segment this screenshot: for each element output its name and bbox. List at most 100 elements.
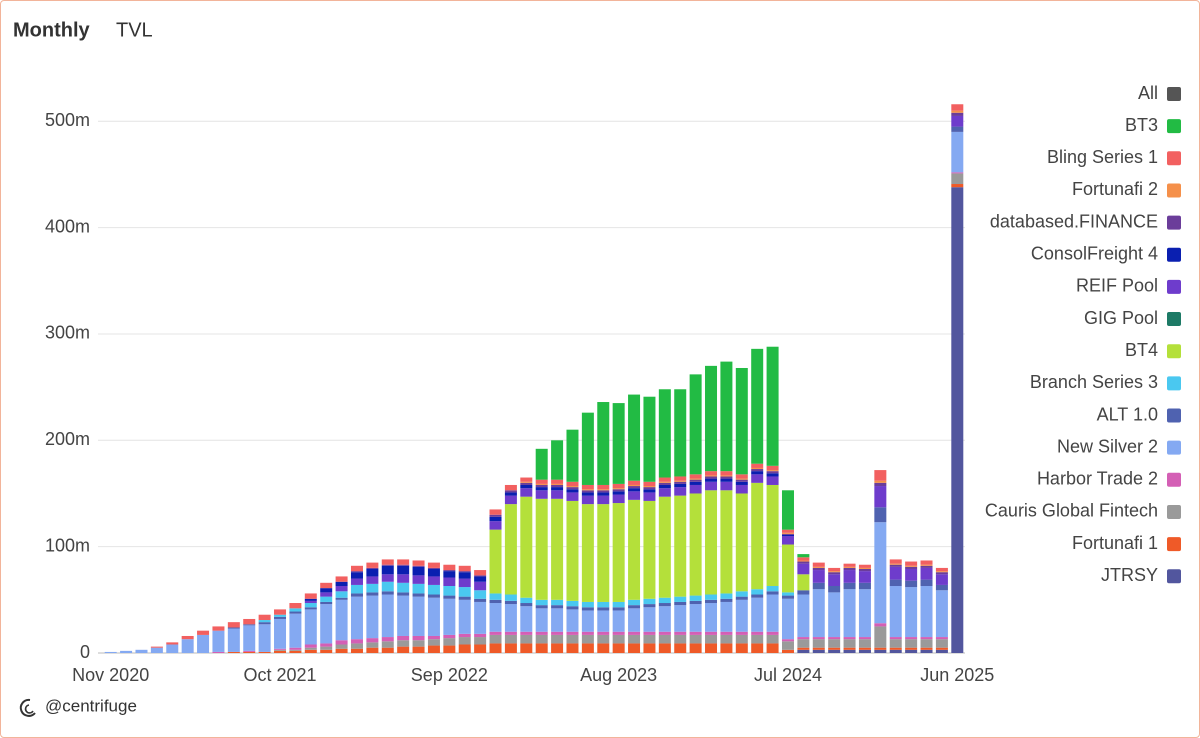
- bar-segment: [458, 587, 471, 597]
- legend-label[interactable]: All: [1138, 83, 1158, 103]
- legend-label[interactable]: Branch Series 3: [1030, 372, 1158, 392]
- bar-segment: [566, 486, 579, 488]
- bar-segment: [274, 648, 287, 650]
- bar-segment: [304, 598, 317, 601]
- bar-segment: [781, 598, 794, 640]
- bar-segment: [735, 643, 748, 653]
- legend-swatch[interactable]: [1167, 376, 1181, 391]
- legend-label[interactable]: REIF Pool: [1076, 276, 1158, 296]
- bar-segment: [412, 635, 425, 641]
- bar-segment: [951, 112, 964, 116]
- legend-swatch[interactable]: [1167, 472, 1181, 487]
- bar-segment: [551, 605, 564, 609]
- legend-swatch[interactable]: [1167, 537, 1181, 552]
- bar-segment: [581, 492, 594, 496]
- bar-segment: [597, 490, 610, 493]
- bar-segment: [504, 600, 517, 605]
- legend-swatch[interactable]: [1167, 119, 1181, 134]
- bar-segment: [874, 647, 887, 650]
- bar-segment: [458, 637, 471, 645]
- legend-label[interactable]: BT3: [1125, 115, 1158, 135]
- bar-segment: [535, 490, 548, 499]
- legend-label[interactable]: databased.FINANCE: [990, 211, 1158, 231]
- bar-segment: [720, 476, 733, 479]
- legend-label[interactable]: Bling Series 1: [1047, 147, 1158, 167]
- bar-segment: [443, 586, 456, 596]
- legend-label[interactable]: Fortunafi 1: [1072, 533, 1158, 553]
- bar-segment: [227, 628, 240, 652]
- bar-segment: [720, 478, 733, 482]
- legend-label[interactable]: JTRSY: [1101, 565, 1158, 585]
- bar-segment: [535, 599, 548, 606]
- bar-segment: [951, 173, 964, 185]
- legend-label[interactable]: BT4: [1125, 340, 1158, 360]
- legend-label[interactable]: Cauris Global Fintech: [985, 501, 1158, 521]
- bar-segment: [489, 509, 502, 515]
- bar-segment: [566, 634, 579, 644]
- bar-segment: [520, 481, 533, 483]
- bar-segment: [412, 560, 425, 566]
- bar-segment: [658, 496, 671, 598]
- bar-segment: [289, 611, 302, 614]
- bar-segment: [735, 493, 748, 592]
- legend-swatch[interactable]: [1167, 183, 1181, 198]
- bar-segment: [735, 596, 748, 600]
- legend-label[interactable]: ALT 1.0: [1097, 404, 1158, 424]
- tab-tvl[interactable]: TVL: [116, 19, 153, 41]
- bar-segment: [658, 631, 671, 635]
- bar-segment: [335, 640, 348, 645]
- legend-swatch[interactable]: [1167, 215, 1181, 230]
- x-tick-label: Jul 2024: [754, 665, 822, 685]
- legend-label[interactable]: Fortunafi 2: [1072, 179, 1158, 199]
- bar-segment: [628, 484, 641, 487]
- legend-swatch[interactable]: [1167, 87, 1181, 101]
- legend-swatch[interactable]: [1167, 504, 1181, 519]
- bar-segment: [535, 487, 548, 491]
- legend-swatch[interactable]: [1167, 569, 1181, 584]
- bar-segment: [612, 483, 625, 489]
- legend-swatch[interactable]: [1167, 312, 1181, 327]
- bar-segment: [658, 606, 671, 632]
- bar-segment: [535, 605, 548, 609]
- bar-segment: [920, 579, 933, 587]
- legend-swatch[interactable]: [1167, 279, 1181, 294]
- legend-swatch[interactable]: [1167, 247, 1181, 262]
- legend-swatch[interactable]: [1167, 151, 1181, 166]
- bar-segment: [412, 593, 425, 597]
- bar-segment: [828, 572, 841, 575]
- bar-segment: [581, 643, 594, 653]
- bar-segment: [858, 564, 871, 568]
- bar-segment: [597, 610, 610, 632]
- legend-swatch[interactable]: [1167, 344, 1181, 359]
- bar-segment: [889, 563, 902, 565]
- bar-segment: [366, 567, 379, 569]
- bar-segment: [674, 480, 687, 482]
- bar-segment: [812, 570, 825, 583]
- legend-label[interactable]: New Silver 2: [1057, 436, 1158, 456]
- bar-segment: [551, 484, 564, 488]
- bar-segment: [797, 560, 810, 562]
- bar-segment: [597, 489, 610, 491]
- tab-monthly[interactable]: Monthly: [13, 19, 91, 41]
- bar-segment: [397, 592, 410, 596]
- bar-segment: [874, 626, 887, 648]
- legend-label[interactable]: GIG Pool: [1084, 308, 1158, 328]
- bar-segment: [781, 595, 794, 599]
- legend-swatch[interactable]: [1167, 440, 1181, 455]
- bar-segment: [920, 567, 933, 580]
- bar-segment: [628, 631, 641, 635]
- legend-swatch[interactable]: [1167, 408, 1181, 423]
- legend-label[interactable]: Harbor Trade 2: [1037, 469, 1158, 489]
- bar-segment: [520, 643, 533, 653]
- bar-segment: [874, 522, 887, 624]
- bar-segment: [720, 643, 733, 653]
- bar-segment: [720, 631, 733, 635]
- bar-segment: [858, 567, 871, 569]
- bar-segment: [905, 647, 918, 650]
- legend-label[interactable]: ConsolFreight 4: [1031, 244, 1158, 264]
- bar-segment: [381, 647, 394, 653]
- bar-segment: [951, 172, 964, 174]
- bar-segment: [381, 564, 394, 566]
- bar-segment: [812, 639, 825, 648]
- bar-segment: [350, 648, 363, 653]
